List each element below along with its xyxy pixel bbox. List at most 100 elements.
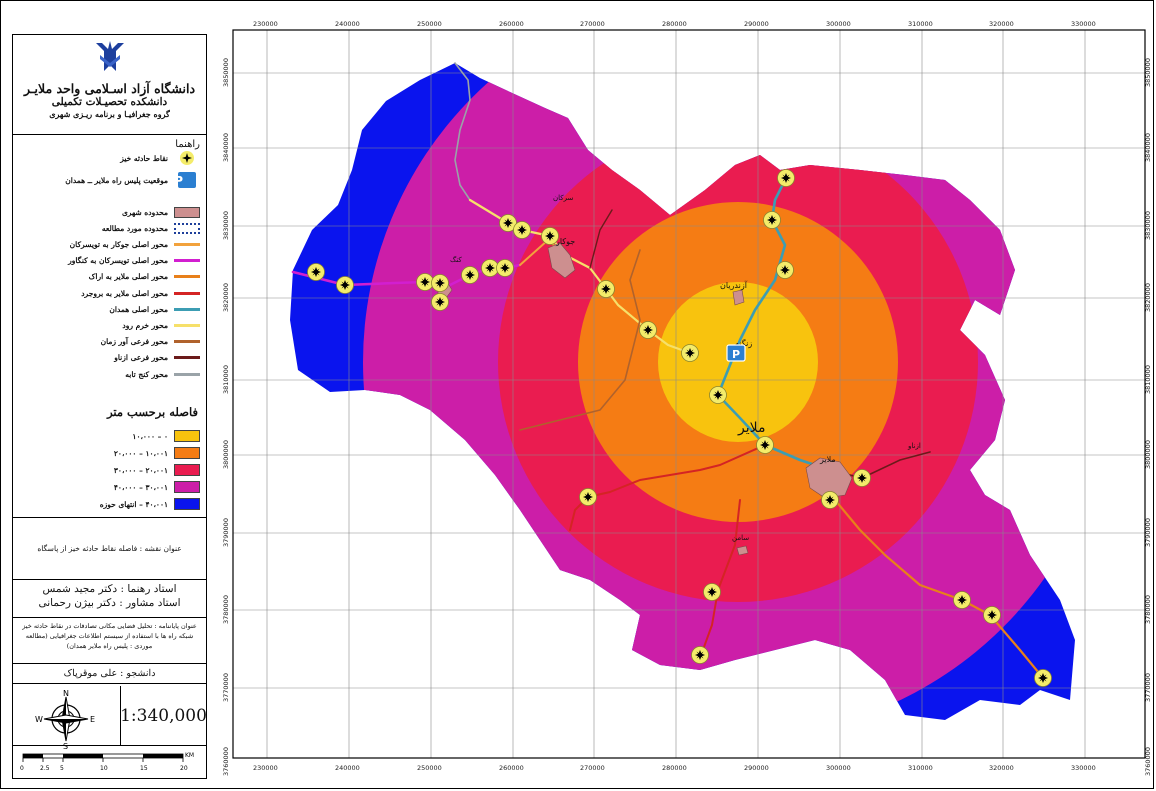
x-tick-label: 240000 — [335, 764, 360, 772]
y-tick-label: 3850000 — [1144, 58, 1151, 87]
distance-class-label: ۴۰،۰۰۱ – انتهای حوزه — [99, 499, 168, 509]
y-tick-label: 3760000 — [222, 747, 230, 776]
scale-tick-label: 10 — [100, 765, 108, 772]
x-tick-label: 230000 — [253, 764, 278, 772]
label-samen: سامن — [732, 534, 749, 542]
y-tick-label: 3770000 — [222, 673, 230, 702]
legend-symbol — [174, 287, 200, 299]
accident-hotspot-icon — [307, 263, 325, 281]
police-station-icon: P — [726, 344, 746, 362]
x-tick-label: 270000 — [580, 20, 605, 28]
legend-item: محور اصلی جوکار به تویسرکان — [70, 237, 200, 251]
buffer-ring-0-10km — [658, 282, 818, 442]
distance-class-label: ۱۰،۰۰۱ – ۲۰،۰۰۰ — [113, 448, 168, 458]
distance-class-swatch — [174, 481, 200, 493]
south-label: S — [63, 742, 68, 750]
legend-symbol — [174, 238, 200, 250]
accident-hotspot-icon — [431, 293, 449, 311]
label-city-w: کنگ — [450, 255, 462, 264]
map-area: 230000 240000 250000 260000 270000 280000 2900… — [219, 18, 1152, 778]
legend-item-label: محور فرعی آور زمان — [100, 337, 168, 347]
x-tick-label: 320000 — [989, 20, 1014, 28]
x-axis-bottom: 230000 240000 250000 260000 270000 280000 2900… — [253, 764, 1096, 772]
legend-item: محور اصلی ملایر به اراک — [89, 270, 200, 284]
legend-symbol — [174, 336, 200, 348]
accident-hotspot-icon — [639, 321, 657, 339]
x-tick-label: 240000 — [335, 20, 360, 28]
distance-class: ۳۰،۰۰۱ – ۴۰،۰۰۰ — [114, 480, 200, 494]
distance-class-swatch — [174, 447, 200, 459]
x-tick-label: 330000 — [1071, 20, 1096, 28]
thesis-title: عنوان پایاننامه : تحلیل فضایی مکانی تصاد… — [22, 622, 197, 650]
coordinate-grid — [233, 30, 1145, 758]
east-label: E — [90, 715, 95, 724]
north-arrow-icon: N S W E — [35, 689, 95, 750]
accident-hotspot-icon — [1034, 669, 1052, 687]
west-label: W — [35, 715, 43, 724]
legend-item-label: محور اصلی ملایر به بروجرد — [81, 288, 168, 298]
legend-symbol — [174, 255, 200, 267]
label-azandarian: آزندریان — [720, 280, 748, 290]
accident-hotspot-icon — [336, 276, 354, 294]
svg-text:P: P — [176, 174, 183, 188]
distance-legend-title: فاصله برحسب متر — [107, 405, 198, 419]
accident-hotspot-icon — [513, 221, 531, 239]
accident-hotspot-icon — [541, 227, 559, 245]
place-labels: جوکار سرکان کنگ آزندریان زنگنه ملایر ملا… — [450, 194, 921, 542]
y-tick-label: 3850000 — [222, 58, 230, 87]
legend-item: P موقعیت پلیس راه ملایر ــ همدان — [65, 172, 200, 188]
distance-class-swatch — [174, 464, 200, 476]
distance-class-swatch — [174, 498, 200, 510]
accident-hotspot-icon — [953, 591, 971, 609]
legend-item: محدوده مورد مطالعه — [102, 221, 200, 235]
label-malayer-large: ملایر — [737, 420, 765, 436]
legend-title: راهنما — [175, 139, 200, 150]
x-axis-top: 230000 240000 250000 260000 270000 280000 2900… — [253, 20, 1096, 28]
accident-hotspot-icon — [756, 436, 774, 454]
label-ezadiran: ازناو — [907, 442, 921, 450]
urban-azandarian — [732, 289, 745, 306]
student-box: دانشجو : علی موقرپاک — [13, 664, 206, 684]
accident-hotspot-icon — [579, 488, 597, 506]
distance-class-label: ۳۰،۰۰۱ – ۴۰،۰۰۰ — [113, 482, 168, 492]
legend-item: محور فرعی آور زمان — [101, 335, 200, 349]
distance-class: ۰ – ۱۰،۰۰۰ — [132, 429, 200, 443]
y-tick-label: 3790000 — [1144, 518, 1151, 547]
legend-symbol — [174, 303, 200, 315]
thesis-box: عنوان پایاننامه : تحلیل فضایی مکانی تصاد… — [13, 618, 206, 664]
legend-item-label: محور کنج تابه — [125, 369, 168, 379]
distance-class-swatch — [174, 430, 200, 442]
label-city-nw: سرکان — [553, 194, 573, 202]
y-tick-label: 3800000 — [1144, 440, 1151, 469]
y-tick-label: 3760000 — [1144, 747, 1151, 776]
legend-item-label: محدوده مورد مطالعه — [101, 223, 168, 233]
accident-hotspot-icon — [853, 469, 871, 487]
y-tick-label: 3780000 — [222, 595, 230, 624]
x-tick-label: 330000 — [1071, 764, 1096, 772]
y-tick-label: 3810000 — [1144, 365, 1151, 394]
accident-hotspot-icon — [461, 266, 479, 284]
x-tick-label: 270000 — [580, 764, 605, 772]
y-axis-right: 3850000 3840000 3830000 3820000 3810000 38000… — [1144, 58, 1152, 776]
x-tick-label: 300000 — [826, 764, 851, 772]
y-tick-label: 3820000 — [222, 283, 230, 312]
legend-symbol — [174, 206, 200, 218]
accident-hotspot-icon — [681, 344, 699, 362]
main-advisor: استاد رهنما : دکتر مجید شمس — [42, 583, 177, 595]
accident-hotspot-icon — [776, 261, 794, 279]
department-name: گروه جغرافیـا و برنامه ریـزی شهری — [49, 109, 170, 119]
urban-samen — [736, 545, 749, 556]
legend-item-label: محور فرعی ازناو — [114, 353, 168, 363]
x-tick-label: 290000 — [744, 764, 769, 772]
urban-jowkar — [547, 242, 576, 279]
legend-item: محور اصلی همدان — [109, 302, 200, 316]
x-tick-label: 280000 — [662, 764, 687, 772]
y-tick-label: 3830000 — [1144, 211, 1151, 240]
accident-hotspot-icon — [691, 646, 709, 664]
x-tick-label: 310000 — [908, 20, 933, 28]
legend-item: محور کنج تابه — [125, 367, 200, 381]
accident-hotspot-icon — [597, 280, 615, 298]
legend-item-label: محور اصلی تویسرکان به کنگاور — [68, 256, 168, 266]
accident-hotspot-icon — [821, 491, 839, 509]
